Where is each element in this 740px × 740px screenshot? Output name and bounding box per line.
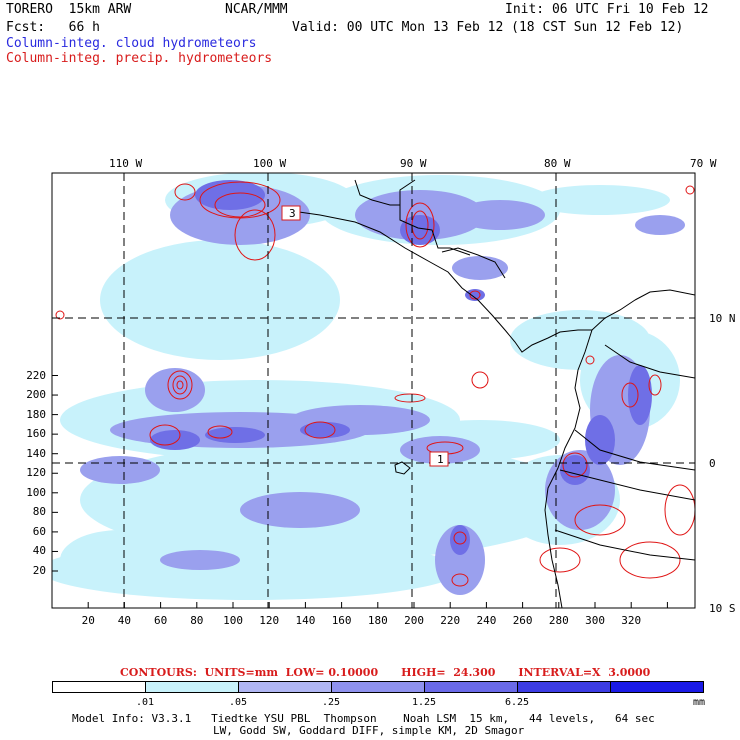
x-tick-label: 200 [404, 614, 424, 627]
axis-ticks [52, 375, 668, 608]
color-bar-segment [517, 681, 611, 693]
lat-label-0: 0 [709, 457, 716, 470]
lon-label-100w: 100 W [253, 157, 287, 170]
y-tick-label: 20 [32, 564, 47, 577]
y-tick-label: 180 [26, 407, 47, 421]
color-bar-label: .25 [322, 697, 341, 708]
map-frame [51, 172, 696, 609]
x-tick-label: 280 [548, 614, 569, 627]
y-tick-label: 140 [26, 446, 47, 460]
color-bar-segment [238, 681, 332, 693]
x-tick-label: 160 [331, 614, 352, 627]
y-tick-label: 160 [26, 427, 47, 441]
color-bar-segment [52, 681, 146, 693]
x-tick-label: 300 [585, 614, 605, 627]
y-tick-label: 120 [26, 466, 47, 480]
color-bar-segment [331, 681, 425, 693]
color-bar-label: .01 [136, 697, 155, 708]
color-bar-label: 1.25 [412, 697, 437, 708]
color-bar-segment [145, 681, 239, 693]
latlon-grid [52, 173, 695, 608]
init-time: Init: 06 UTC Fri 10 Feb 12 [505, 2, 709, 17]
x-tick-label: 240 [476, 614, 497, 627]
x-tick-label: 140 [295, 614, 316, 627]
contour-info: CONTOURS: UNITS=mm LOW= 0.10000 HIGH= 24… [120, 666, 651, 679]
forecast-hour: Fcst: 66 h [6, 20, 100, 35]
maximum-markers [281, 205, 449, 467]
center-name: NCAR/MMM [225, 2, 288, 17]
x-tick-label: 320 [621, 614, 642, 627]
lon-label-110w: 110 W [109, 157, 143, 170]
lon-label-80w: 80 W [544, 157, 571, 170]
y-tick-label: 40 [32, 544, 47, 558]
x-tick-label: 40 [117, 614, 132, 627]
lon-label-70w: 70 W [690, 157, 717, 170]
valid-time: Valid: 00 UTC Mon 13 Feb 12 (18 CST Sun … [292, 20, 684, 35]
color-bar-label: 6.25 [505, 697, 530, 708]
x-tick-label: 220 [440, 614, 461, 627]
color-bar-units: mm [693, 697, 706, 708]
maximum-label-1: 3 [289, 207, 296, 220]
x-tick-label: 260 [512, 614, 533, 627]
lat-label-10n: 10 N [709, 312, 736, 325]
x-tick-label: 60 [154, 614, 168, 627]
x-tick-label: 180 [367, 614, 388, 627]
field-cloud-label: Column-integ. cloud hydrometeors [6, 36, 257, 51]
hydrometeor-field [52, 173, 695, 608]
lon-label-90w: 90 W [400, 157, 427, 170]
precip-contours [55, 181, 695, 587]
y-tick-label: 60 [32, 524, 47, 538]
x-tick-label: 80 [190, 614, 204, 627]
y-tick-label: 220 [26, 368, 47, 382]
cloud-dark-areas [150, 180, 652, 555]
maximum-label-2: 1 [437, 453, 444, 466]
model-info-line1: Model Info: V3.3.1 Tiedtke YSU PBL Thomp… [72, 712, 655, 725]
color-bar-segment [610, 681, 704, 693]
x-tick-label: 20 [81, 614, 95, 627]
model-info-line2: LW, Godd SW, Goddard DIFF, simple KM, 2D… [213, 724, 525, 737]
y-tick-label: 100 [26, 485, 47, 499]
x-tick-label: 100 [223, 614, 243, 627]
field-precip-label: Column-integ. precip. hydrometeors [6, 51, 273, 66]
cloud-light-areas [52, 173, 680, 600]
y-tick-label: 200 [26, 388, 47, 402]
color-bar-label: .05 [229, 697, 248, 708]
y-tick-label: 80 [32, 505, 47, 519]
x-tick-label: 120 [259, 614, 280, 627]
model-title: TORERO 15km ARW [6, 2, 132, 17]
lat-label-10s: 10 S [709, 602, 736, 615]
color-bar-segment [424, 681, 518, 693]
